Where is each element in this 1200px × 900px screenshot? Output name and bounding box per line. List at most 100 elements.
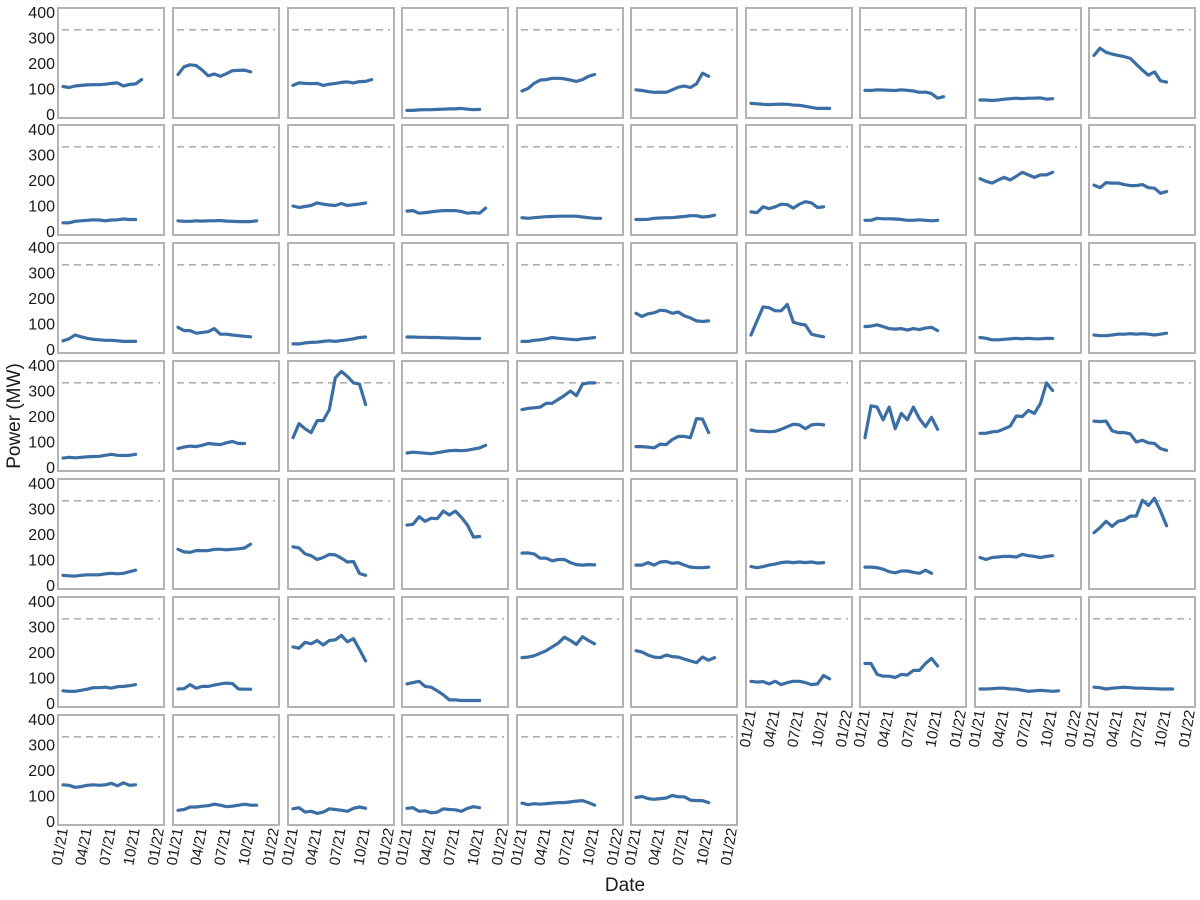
x-tick-label: 10/21 [350, 827, 373, 867]
x-tick-label: 01/22 [604, 827, 627, 867]
x-tick-label: 01/21 [737, 709, 760, 749]
y-tick-label: 200 [28, 291, 55, 308]
y-tick-label: 200 [28, 409, 55, 426]
series-line [520, 214, 603, 220]
x-tick-label: 04/21 [1103, 709, 1126, 749]
panel-48 [859, 478, 967, 590]
x-tick-label: 07/21 [898, 709, 921, 749]
x-tick-label: 04/21 [531, 827, 554, 867]
panel-frame [1088, 242, 1196, 354]
panel-frame [172, 124, 280, 236]
x-tick-label: 07/21 [211, 827, 234, 867]
panel-9 [974, 7, 1082, 119]
series-line [863, 565, 934, 575]
x-tick-label: 10/21 [922, 709, 945, 749]
panel-51: 0 100 200 300 400 [28, 594, 165, 713]
panel-frame [57, 124, 165, 236]
panel-frame [516, 242, 624, 354]
series-line [176, 802, 259, 812]
panel-frame [172, 714, 280, 826]
x-tick-label: 04/21 [302, 827, 325, 867]
x-tick-label: 07/21 [96, 827, 119, 867]
x-tick-label: 01/22 [375, 827, 398, 867]
y-tick-label: 300 [28, 502, 55, 519]
panel-frame [1088, 124, 1196, 236]
y-tick-label: 400 [28, 594, 55, 611]
y-tick-label: 200 [28, 527, 55, 544]
series-line [1092, 46, 1169, 84]
series-line [61, 568, 138, 578]
panel-62: 01/21 04/21 07/21 10/21 01/22 [164, 714, 283, 867]
series-line [291, 201, 368, 210]
series-line [978, 335, 1055, 342]
x-tick-label: 07/21 [1127, 709, 1150, 749]
panel-20 [1088, 124, 1196, 236]
panel-frame [516, 714, 624, 826]
y-tick-label: 100 [28, 199, 55, 216]
panel-frame [630, 360, 738, 472]
x-tick-label: 10/21 [808, 709, 831, 749]
panel-42 [172, 478, 280, 590]
x-tick-label: 07/21 [326, 827, 349, 867]
y-tick-label: 0 [46, 224, 55, 241]
x-tick-label: 10/21 [693, 827, 716, 867]
panel-5 [516, 7, 624, 119]
x-tick-label: 01/21 [1080, 709, 1103, 749]
series-line [405, 805, 482, 815]
series-line [405, 509, 482, 539]
series-line [291, 77, 374, 88]
panel-16 [630, 124, 738, 236]
panel-frame [745, 7, 853, 119]
x-tick-label: 10/21 [1151, 709, 1174, 749]
y-tick-label: 300 [28, 266, 55, 283]
panel-frame [172, 360, 280, 472]
panel-14 [401, 124, 509, 236]
x-tick-label: 10/21 [120, 827, 143, 867]
series-line [176, 325, 253, 339]
panel-54 [401, 596, 509, 708]
y-tick-label: 300 [28, 384, 55, 401]
panel-46 [630, 478, 738, 590]
panel-22 [172, 242, 280, 354]
panel-23 [287, 242, 395, 354]
series-line [634, 649, 717, 665]
panel-frame [516, 478, 624, 590]
panel-frame [172, 596, 280, 708]
series-line [863, 656, 940, 680]
x-tick-label: 04/21 [760, 709, 783, 749]
panel-frame [516, 7, 624, 119]
y-tick-label: 0 [46, 107, 55, 124]
x-tick-label: 04/21 [72, 827, 95, 867]
x-tick-label: 01/22 [718, 827, 741, 867]
y-tick-label: 100 [28, 789, 55, 806]
x-tick-label: 01/22 [489, 827, 512, 867]
series-line [176, 439, 247, 451]
x-tick-label: 04/21 [874, 709, 897, 749]
series-line [978, 96, 1055, 103]
panel-63: 01/21 04/21 07/21 10/21 01/22 [279, 714, 398, 867]
panel-frame [401, 7, 509, 119]
panel-65: 01/21 04/21 07/21 10/21 01/22 [508, 714, 627, 867]
y-tick-label: 100 [28, 317, 55, 334]
series-line [405, 335, 482, 341]
y-tick-label: 200 [28, 173, 55, 190]
panel-53 [287, 596, 395, 708]
series-line [291, 369, 368, 440]
series-line [749, 101, 832, 111]
panel-34 [401, 360, 509, 472]
x-tick-label: 01/21 [622, 827, 645, 867]
panel-60: 01/21 04/21 07/21 10/21 01/22 [1080, 596, 1199, 749]
y-tick-label: 400 [28, 122, 55, 139]
panel-frame [172, 7, 280, 119]
panel-frame [401, 360, 509, 472]
series-line [520, 635, 597, 660]
x-tick-label: 10/21 [1037, 709, 1060, 749]
panel-frame [859, 242, 967, 354]
series-line [176, 218, 259, 224]
panel-frame [1088, 596, 1196, 708]
y-tick-label: 0 [46, 460, 55, 477]
panel-19 [974, 124, 1082, 236]
x-tick-label: 10/21 [464, 827, 487, 867]
panel-35 [516, 360, 624, 472]
series-line [634, 71, 711, 94]
